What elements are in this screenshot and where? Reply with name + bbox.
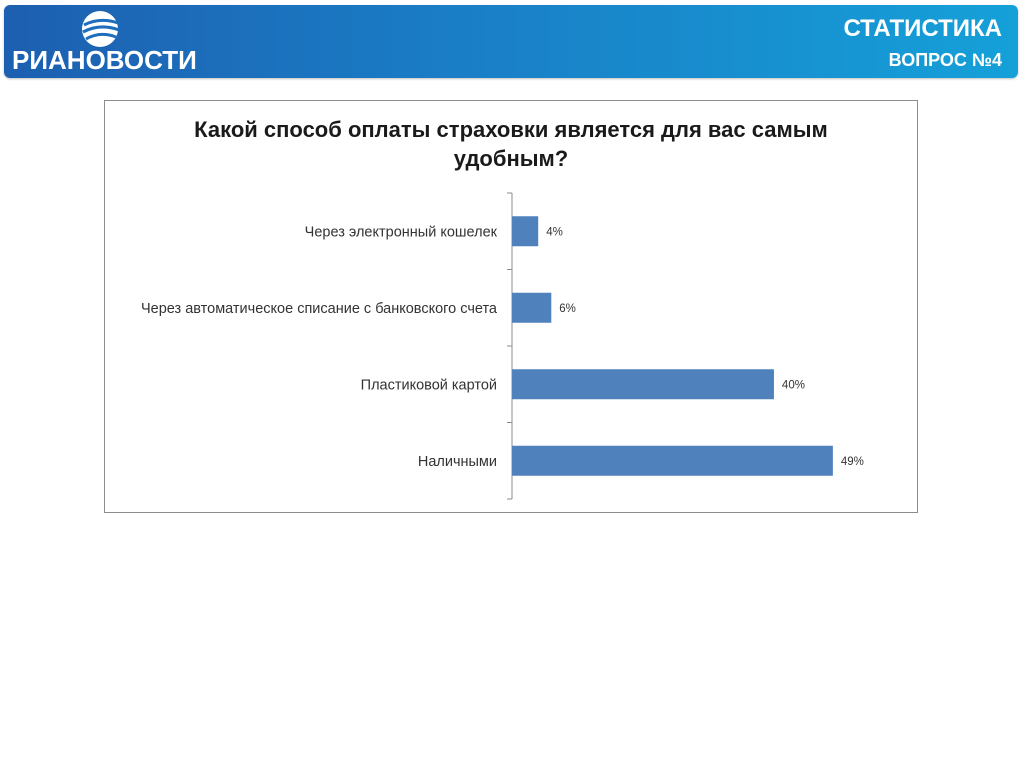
bar xyxy=(512,292,552,323)
data-label: 40% xyxy=(782,379,805,391)
chart-title-line-1: Какой способ оплаты страховки является д… xyxy=(194,117,828,142)
category-label: Через автоматическое списание с банковск… xyxy=(141,301,498,317)
data-label: 6% xyxy=(559,303,576,315)
bar xyxy=(512,445,833,476)
page-subtitle: ВОПРОС №4 xyxy=(888,50,1002,70)
category-label: Пластиковой картой xyxy=(361,377,497,393)
bar-chart: Через электронный кошелек 4% Через автомат… xyxy=(141,192,864,500)
brand-name: РИАНОВОСТИ xyxy=(12,45,197,75)
ria-globe-icon xyxy=(82,11,120,47)
bar xyxy=(512,369,774,400)
chart-title-line-2: удобным? xyxy=(453,146,569,171)
page-title: СТАТИСТИКА xyxy=(843,15,1002,42)
category-label: Через электронный кошелек xyxy=(305,224,498,240)
chart-title: Какой способ оплаты страховки является д… xyxy=(105,115,917,173)
header-banner: РИАНОВОСТИ СТАТИСТИКА ВОПРОС №4 xyxy=(4,5,1018,78)
data-label: 4% xyxy=(546,226,563,238)
data-label: 49% xyxy=(841,456,864,468)
bar xyxy=(512,216,539,247)
category-label: Наличными xyxy=(418,454,497,470)
chart-frame: Какой способ оплаты страховки является д… xyxy=(104,100,918,513)
